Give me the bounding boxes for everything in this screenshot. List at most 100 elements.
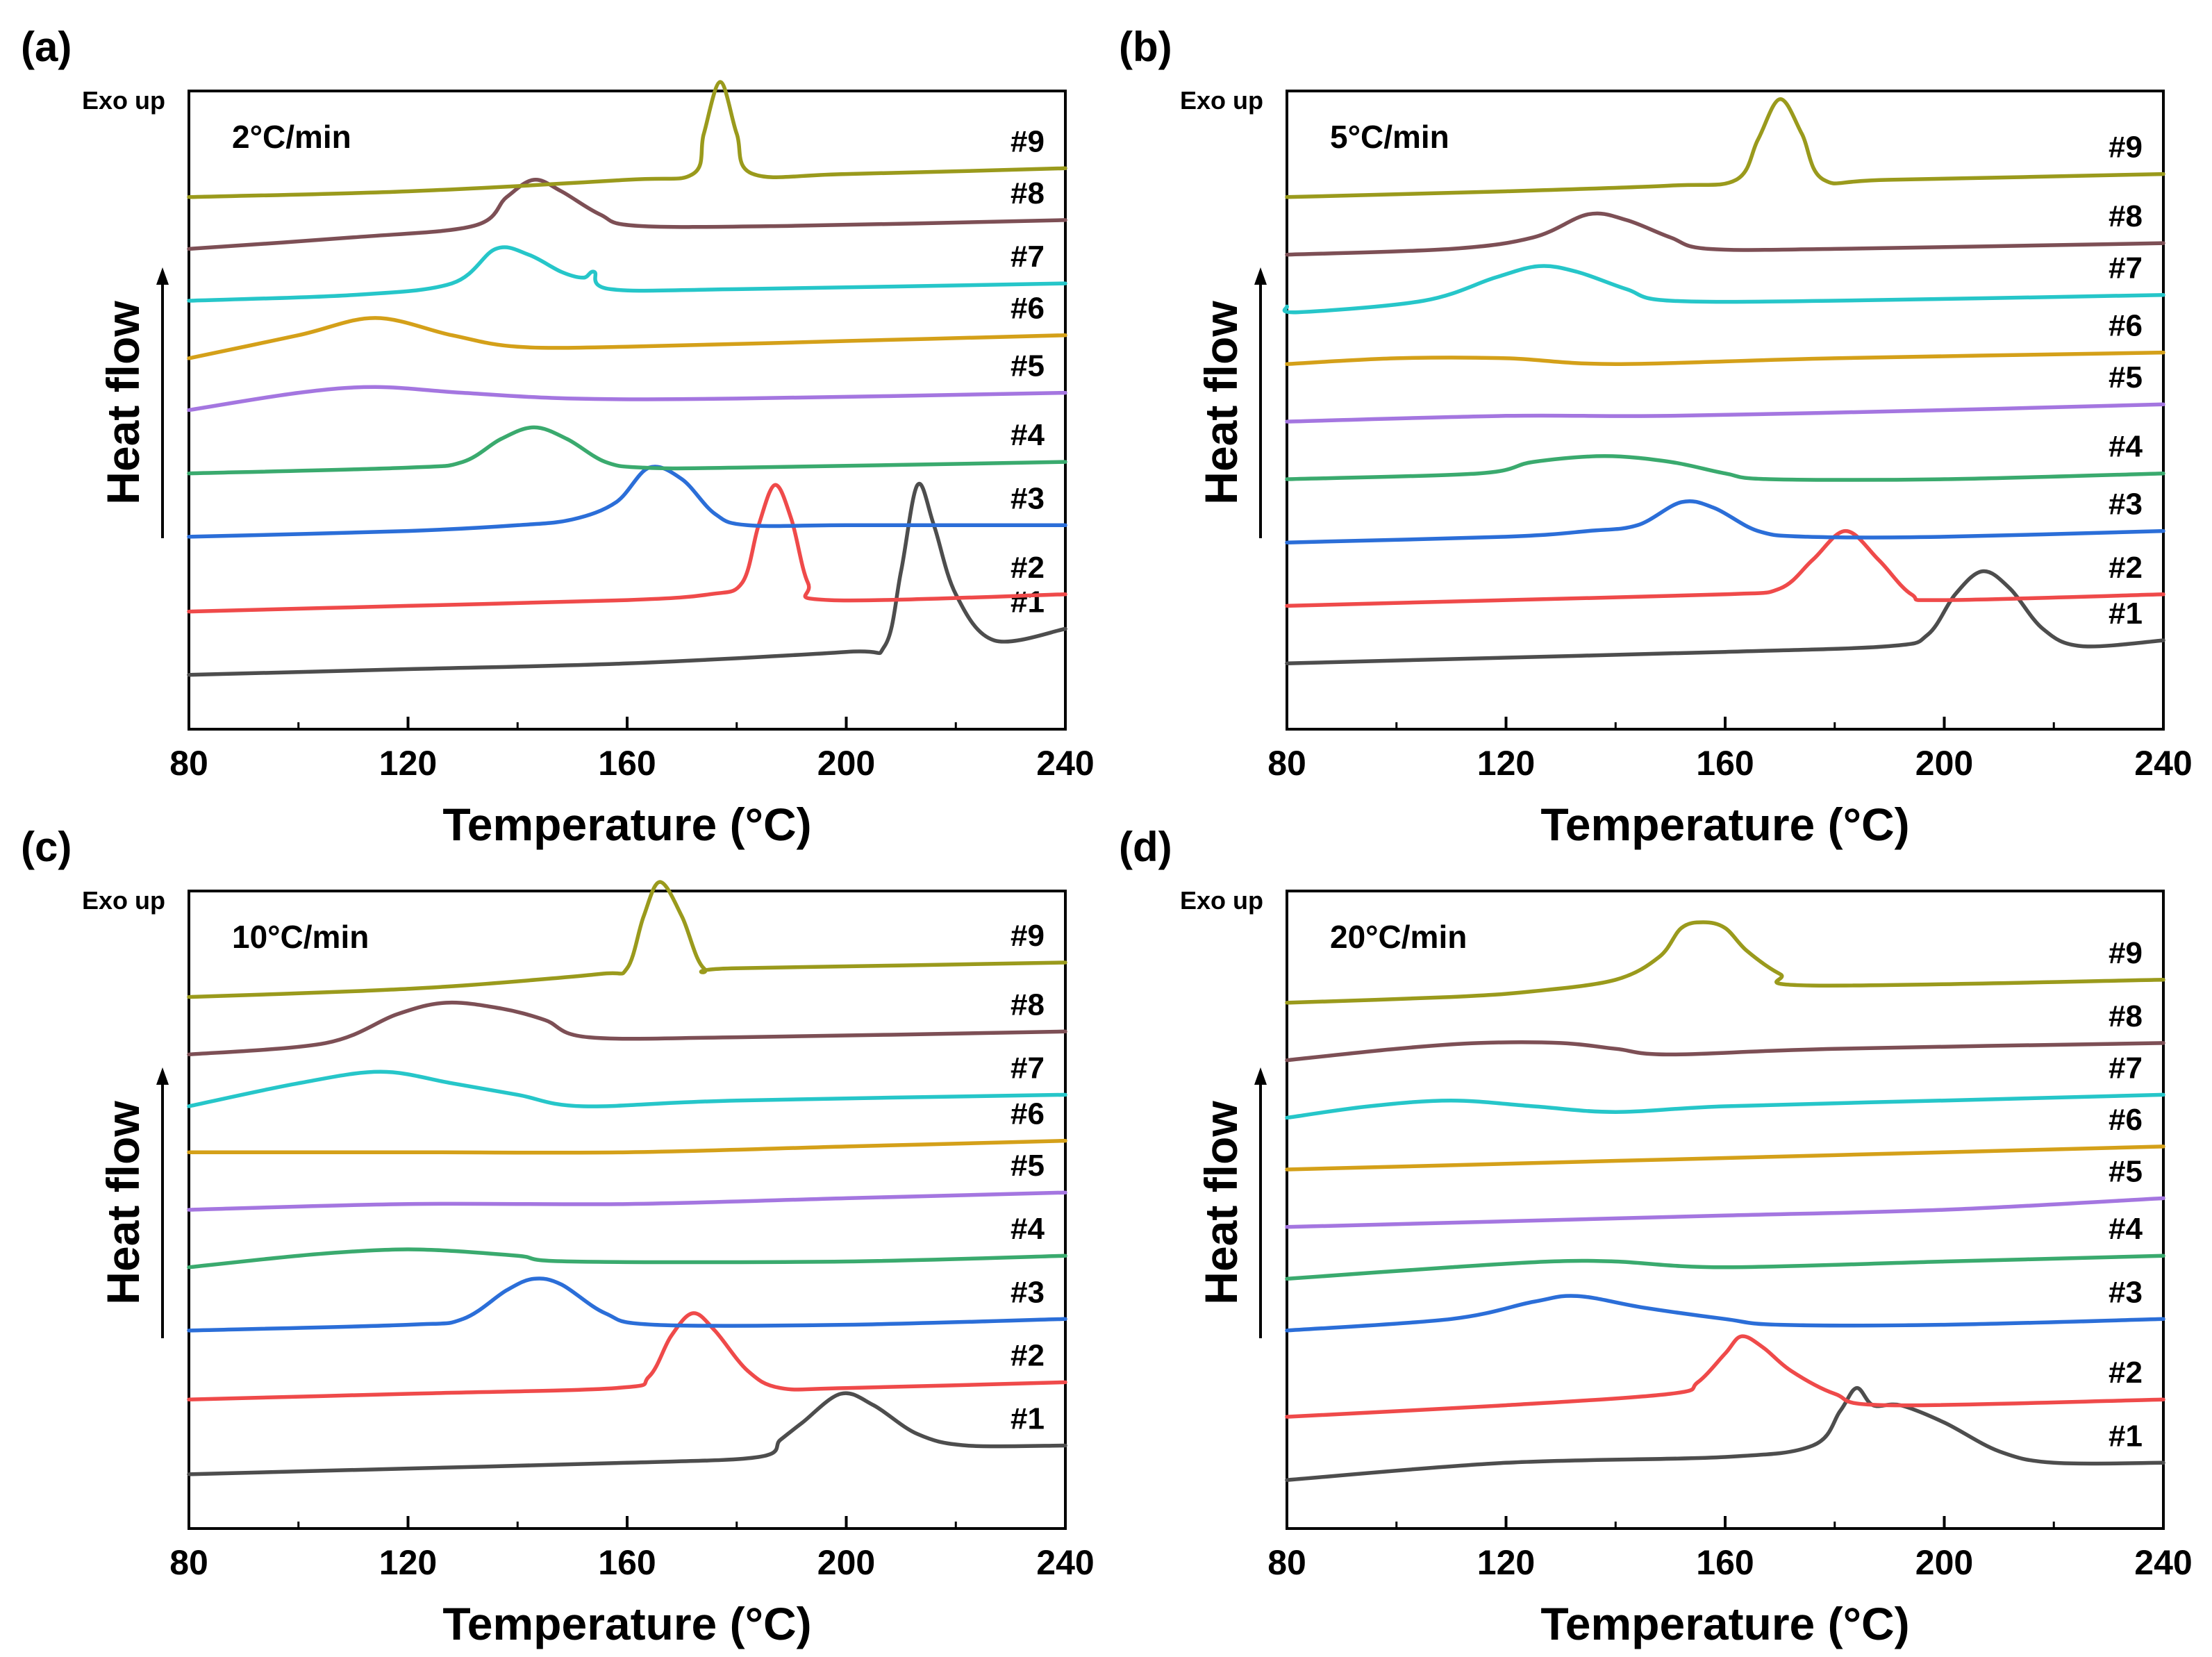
heating-rate-label: 10°C/min	[232, 919, 369, 955]
series-line-3	[1285, 1294, 2165, 1333]
series-label: #7	[2109, 251, 2143, 285]
series-line-4	[187, 425, 1067, 476]
panel-label: (a)	[21, 24, 72, 70]
exo-up-label: Exo up	[82, 886, 165, 915]
series-line-2	[187, 1311, 1067, 1401]
series-label: #2	[2109, 551, 2143, 585]
series-label: #5	[1011, 1149, 1045, 1183]
series-label: #9	[2109, 131, 2143, 165]
series-line-2	[1285, 528, 2165, 608]
x-axis-label: Temperature (°C)	[1540, 1598, 1909, 1649]
x-tick-label: 240	[1036, 744, 1094, 783]
arrow-head-icon	[1254, 1067, 1267, 1085]
x-tick-label: 80	[169, 744, 208, 783]
x-tick-label: 80	[169, 1543, 208, 1582]
series-label: #4	[1011, 418, 1045, 452]
x-axis-label: Temperature (°C)	[442, 1598, 811, 1649]
series-label: #9	[1011, 124, 1045, 158]
series-label: #3	[2109, 1275, 2143, 1309]
series-line-9	[1285, 920, 2165, 1005]
series-label: #1	[1011, 585, 1045, 619]
series-line-7	[1285, 1092, 2165, 1120]
series-line-3	[1285, 499, 2165, 544]
series-label: #5	[2109, 360, 2143, 394]
x-tick-label: 160	[1696, 744, 1754, 783]
series-line-8	[187, 178, 1067, 251]
series-line-6	[187, 316, 1067, 360]
heating-rate-label: 2°C/min	[232, 119, 351, 155]
series-label: #6	[1011, 292, 1045, 326]
y-axis-label: Heat flow	[1195, 301, 1247, 505]
series-line-9	[1285, 97, 2165, 199]
series-line-4	[187, 1247, 1067, 1269]
series-line-6	[1285, 1144, 2165, 1172]
chart-panel-1: (a) Exo up 2°C/min 80 120 160 200 240 Temperatur…	[21, 24, 1095, 850]
series-line-1	[187, 1391, 1067, 1476]
x-tick-label: 120	[1477, 744, 1535, 783]
arrow-head-icon	[156, 1067, 169, 1085]
series-label: #8	[2109, 999, 2143, 1033]
x-tick-label: 240	[2134, 1543, 2192, 1582]
series-label: #2	[1011, 1338, 1045, 1372]
x-axis-label: Temperature (°C)	[442, 799, 811, 850]
series-label: #8	[1011, 988, 1045, 1022]
series-line-7	[187, 1069, 1067, 1108]
x-tick-label: 240	[1036, 1543, 1094, 1582]
exo-up-label: Exo up	[1180, 86, 1263, 115]
chart-panel-2: (b) Exo up 5°C/min 80 120 160 200 240 Temperatur…	[1119, 24, 2193, 850]
x-tick-label: 200	[817, 1543, 875, 1582]
series-label: #1	[2109, 597, 2143, 631]
series-line-7	[187, 245, 1067, 303]
series-line-1	[187, 481, 1067, 677]
arrow-head-icon	[1254, 267, 1267, 285]
series-line-7	[1282, 264, 2165, 315]
panel-label: (c)	[21, 824, 72, 870]
series-line-4	[1285, 1254, 2165, 1281]
panel-label: (d)	[1119, 824, 1172, 870]
series-line-1	[1285, 569, 2165, 666]
series-line-9	[187, 80, 1067, 199]
series-line-5	[1285, 402, 2165, 424]
x-tick-label: 160	[1696, 1543, 1754, 1582]
series-line-2	[1285, 1334, 2165, 1419]
x-tick-label: 240	[2134, 744, 2192, 783]
heating-rate-label: 5°C/min	[1330, 119, 1449, 155]
x-tick-label: 160	[598, 1543, 656, 1582]
series-label: #3	[2109, 488, 2143, 522]
series-label: #7	[1011, 240, 1045, 274]
series-label: #5	[1011, 349, 1045, 383]
arrow-head-icon	[156, 267, 169, 285]
series-label: #6	[1011, 1097, 1045, 1131]
series-label: #1	[2109, 1419, 2143, 1453]
plot-frame	[188, 890, 1067, 1530]
x-tick-label: 200	[1915, 1543, 1973, 1582]
series-line-8	[1285, 211, 2165, 257]
series-line-8	[1285, 1040, 2165, 1063]
plot-frame	[1286, 890, 2165, 1530]
series-label: #7	[2109, 1051, 2143, 1085]
chart-panel-3: (c) Exo up 10°C/min 80 120 160 200 240 Temperatu…	[21, 824, 1095, 1649]
series-label: #1	[1011, 1401, 1045, 1435]
series-label: #4	[1011, 1212, 1045, 1246]
x-tick-label: 80	[1267, 744, 1306, 783]
series-label: #4	[2109, 1212, 2143, 1246]
series-label: #3	[1011, 1275, 1045, 1309]
series-line-3	[187, 465, 1067, 539]
heating-rate-label: 20°C/min	[1330, 919, 1467, 955]
plot-frame	[1286, 90, 2165, 731]
series-line-9	[187, 880, 1067, 999]
x-tick-label: 120	[379, 744, 437, 783]
x-tick-label: 80	[1267, 1543, 1306, 1582]
series-line-6	[187, 1138, 1067, 1155]
series-line-2	[187, 483, 1067, 614]
chart-panel-4: (d) Exo up 20°C/min 80 120 160 200 240 Temperatu…	[1119, 824, 2193, 1649]
y-axis-label: Heat flow	[1195, 1101, 1247, 1305]
series-line-4	[1285, 454, 2165, 482]
series-label: #5	[2109, 1154, 2143, 1188]
series-label: #8	[1011, 176, 1045, 210]
series-label: #9	[2109, 936, 2143, 970]
series-line-3	[187, 1276, 1067, 1333]
x-tick-label: 200	[817, 744, 875, 783]
series-line-5	[187, 385, 1067, 413]
